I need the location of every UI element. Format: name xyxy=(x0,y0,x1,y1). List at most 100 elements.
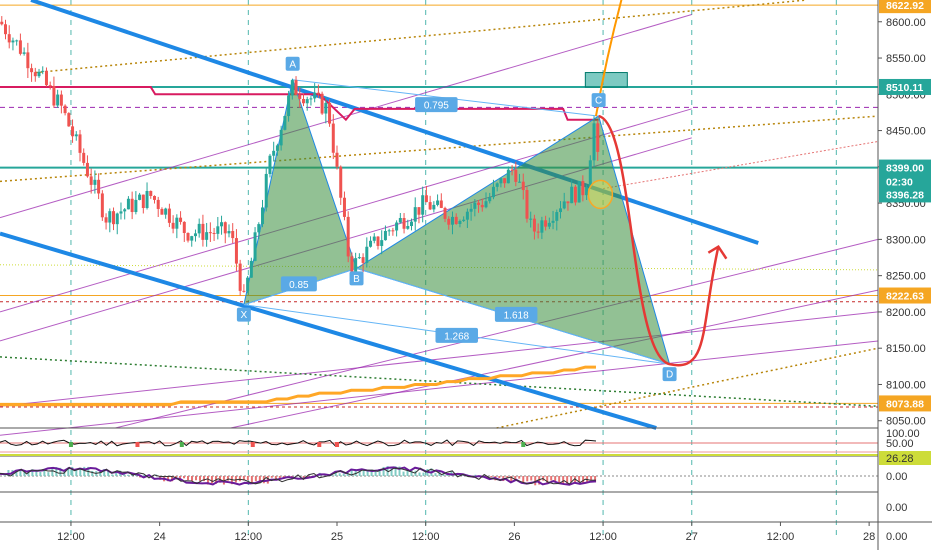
histogram-bar xyxy=(210,476,213,484)
candle-body xyxy=(208,232,212,234)
candle-body xyxy=(458,220,462,224)
candle-body xyxy=(201,223,205,240)
histogram-bar xyxy=(514,476,517,480)
price-axis[interactable]: 8600.008550.008500.008450.008400.008350.… xyxy=(877,0,932,550)
candle-body xyxy=(56,94,60,106)
histogram-bar xyxy=(582,476,585,483)
histogram-bar xyxy=(123,474,126,476)
histogram-bar xyxy=(278,476,281,480)
candle-body xyxy=(372,236,376,241)
price-tag: 02:30 xyxy=(886,176,913,188)
candle-body xyxy=(175,217,179,229)
time-tick-label: 24 xyxy=(154,531,166,543)
candle-body xyxy=(205,232,209,240)
histogram-bar xyxy=(43,468,46,476)
candle-body xyxy=(67,113,71,127)
time-tick-label: 12:00 xyxy=(57,531,85,543)
histogram-bar xyxy=(374,470,377,476)
macd-line xyxy=(0,466,597,486)
candle-body xyxy=(123,209,127,212)
histogram-bar xyxy=(206,476,209,485)
histogram-bar xyxy=(358,470,361,476)
candle-body xyxy=(532,218,536,232)
candle-body xyxy=(499,178,503,184)
candle-body xyxy=(216,226,220,234)
candle-body xyxy=(559,208,563,213)
histogram-bar xyxy=(274,476,277,480)
candle-body xyxy=(406,226,410,229)
dotted-trendline xyxy=(602,140,879,190)
histogram-bar xyxy=(250,476,253,483)
candle-body xyxy=(294,80,298,95)
forecast-arrowhead xyxy=(707,244,728,260)
forecast-path xyxy=(584,0,728,367)
candle-body xyxy=(521,181,525,191)
histogram-bar xyxy=(302,476,305,478)
candle-body xyxy=(573,186,577,203)
candle-body xyxy=(0,21,4,25)
indicator-tag-bg xyxy=(879,451,931,465)
candle-body xyxy=(119,211,123,214)
candle-body xyxy=(447,218,451,225)
signal-marker xyxy=(317,442,322,447)
point-label-bg xyxy=(662,367,677,382)
candle-body xyxy=(443,207,447,219)
candle-body xyxy=(141,194,145,209)
candle-body xyxy=(354,258,358,275)
histogram-bar xyxy=(342,473,345,476)
candle-body xyxy=(581,181,585,196)
histogram-bar xyxy=(15,470,18,476)
candle-body xyxy=(450,216,454,225)
candle-body xyxy=(324,102,328,114)
signal-line xyxy=(0,466,596,485)
drawing-lines xyxy=(0,0,879,436)
histogram-bar xyxy=(398,466,401,476)
point-label-b: B xyxy=(353,274,360,285)
time-axis[interactable]: 12:00 24 12:00 25 12:00 26 12:00 27 12:00 28 xyxy=(0,521,932,543)
histogram-bar xyxy=(202,476,205,482)
signal-marker xyxy=(135,442,140,447)
candle-body xyxy=(234,238,238,264)
time-tick-label: 25 xyxy=(331,531,343,543)
histogram-bar xyxy=(79,467,82,476)
point-label-bg xyxy=(285,56,300,71)
price-tag-bg xyxy=(879,287,931,304)
candle-body xyxy=(279,129,283,146)
candle-body xyxy=(134,199,138,213)
ratio-label: 1.618 xyxy=(504,310,529,321)
histogram-bar xyxy=(198,476,201,481)
histogram-bar xyxy=(366,470,369,476)
candle-body xyxy=(138,194,142,200)
histogram-bar xyxy=(83,466,86,476)
price-tick-label: 8300.00 xyxy=(886,234,926,246)
candle-body xyxy=(33,72,37,77)
histogram-bar xyxy=(31,469,34,476)
candle-body xyxy=(231,231,235,239)
candle-body xyxy=(432,204,436,210)
candle-body xyxy=(37,71,41,77)
histogram-bar xyxy=(3,475,6,476)
candle-body xyxy=(149,190,153,196)
price-tag-bg xyxy=(879,173,931,190)
candle-body xyxy=(249,260,253,278)
histogram-bar xyxy=(442,474,445,476)
candle-body xyxy=(246,277,250,292)
point-label-a: A xyxy=(289,59,296,70)
ratio-label: 1.268 xyxy=(444,331,469,342)
histogram-bar xyxy=(254,476,257,482)
ratio-label-bg xyxy=(435,327,478,343)
histogram-bar xyxy=(554,476,557,483)
histogram-bar xyxy=(434,473,437,476)
candle-body xyxy=(82,152,86,163)
indicator-line xyxy=(0,439,597,447)
channel-line xyxy=(0,311,879,407)
price-tag-bg xyxy=(879,395,931,412)
histogram-bar xyxy=(454,474,457,476)
candle-body xyxy=(387,230,391,232)
histogram-bar xyxy=(115,471,118,476)
candle-body xyxy=(193,233,197,237)
candle-body xyxy=(290,80,294,96)
candle-body xyxy=(462,219,466,221)
price-tick-label: 8150.00 xyxy=(886,343,926,355)
